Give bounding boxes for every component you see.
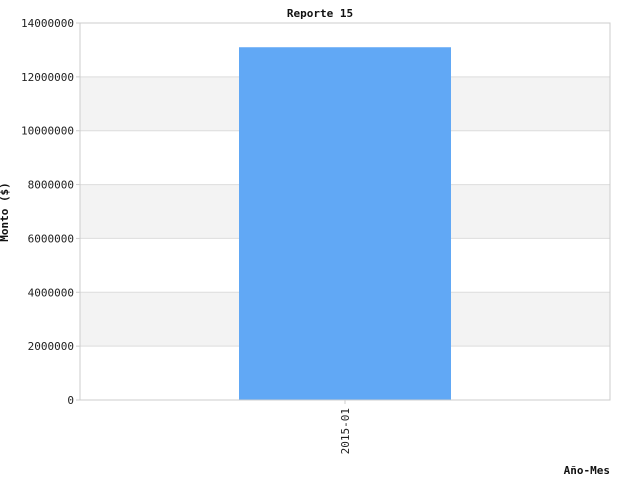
y-tick-label: 2000000 xyxy=(28,340,74,353)
chart-title: Reporte 15 xyxy=(287,7,353,20)
bar xyxy=(239,47,451,400)
y-axis-label: Monto ($) xyxy=(0,182,11,242)
y-tick-label: 6000000 xyxy=(28,232,74,245)
x-tick-label: 2015-01 xyxy=(339,408,352,454)
bars xyxy=(239,47,451,400)
x-axis-label: Año-Mes xyxy=(564,464,610,477)
y-tick-label: 8000000 xyxy=(28,179,74,192)
y-tick-label: 10000000 xyxy=(21,125,74,138)
y-tick-label: 0 xyxy=(67,394,74,407)
y-tick-label: 14000000 xyxy=(21,17,74,30)
x-axis-ticks: 2015-01 xyxy=(339,400,352,454)
y-axis-ticks: 0 2000000 4000000 6000000 8000000 10000000 120… xyxy=(21,17,80,407)
y-tick-label: 12000000 xyxy=(21,71,74,84)
y-tick-label: 4000000 xyxy=(28,286,74,299)
